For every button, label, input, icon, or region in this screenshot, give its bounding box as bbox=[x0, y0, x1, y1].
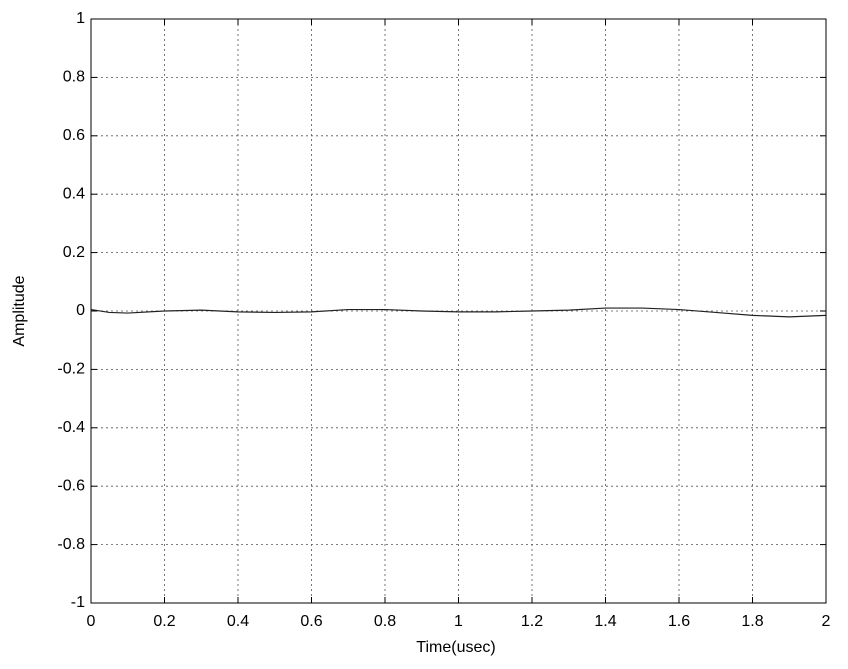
y-tick-label: -0.4 bbox=[57, 419, 85, 436]
x-tick-label: 2 bbox=[822, 613, 831, 630]
x-tick-label: 0.6 bbox=[300, 613, 322, 630]
y-tick-label: 0.2 bbox=[63, 244, 85, 261]
x-tick-label: 1.8 bbox=[741, 613, 763, 630]
y-tick-label: -0.2 bbox=[57, 361, 85, 378]
y-tick-label: -0.6 bbox=[57, 477, 85, 494]
y-tick-label: 0.4 bbox=[63, 185, 85, 202]
y-tick-label: -1 bbox=[71, 594, 85, 611]
y-tick-label: 1 bbox=[76, 10, 85, 27]
x-tick-label: 0.2 bbox=[153, 613, 175, 630]
y-tick-label: -0.8 bbox=[57, 536, 85, 553]
y-tick-label: 0.6 bbox=[63, 127, 85, 144]
x-tick-label: 0.8 bbox=[374, 613, 396, 630]
x-tick-label: 0 bbox=[87, 613, 96, 630]
y-tick-label: 0.8 bbox=[63, 69, 85, 86]
x-tick-label: 1.2 bbox=[521, 613, 543, 630]
x-tick-label: 0.4 bbox=[227, 613, 249, 630]
y-axis-label: Amplitude bbox=[11, 275, 28, 346]
x-axis-label: Time(usec) bbox=[416, 639, 495, 656]
x-tick-label: 1.4 bbox=[594, 613, 616, 630]
chart: Time(usec) Amplitude -1 -0.8 -0.6 -0.4 -0.2 0… bbox=[0, 0, 848, 669]
y-tick-label: 0 bbox=[76, 302, 85, 319]
x-tick-label: 1 bbox=[454, 613, 463, 630]
x-tick-label: 1.6 bbox=[668, 613, 690, 630]
